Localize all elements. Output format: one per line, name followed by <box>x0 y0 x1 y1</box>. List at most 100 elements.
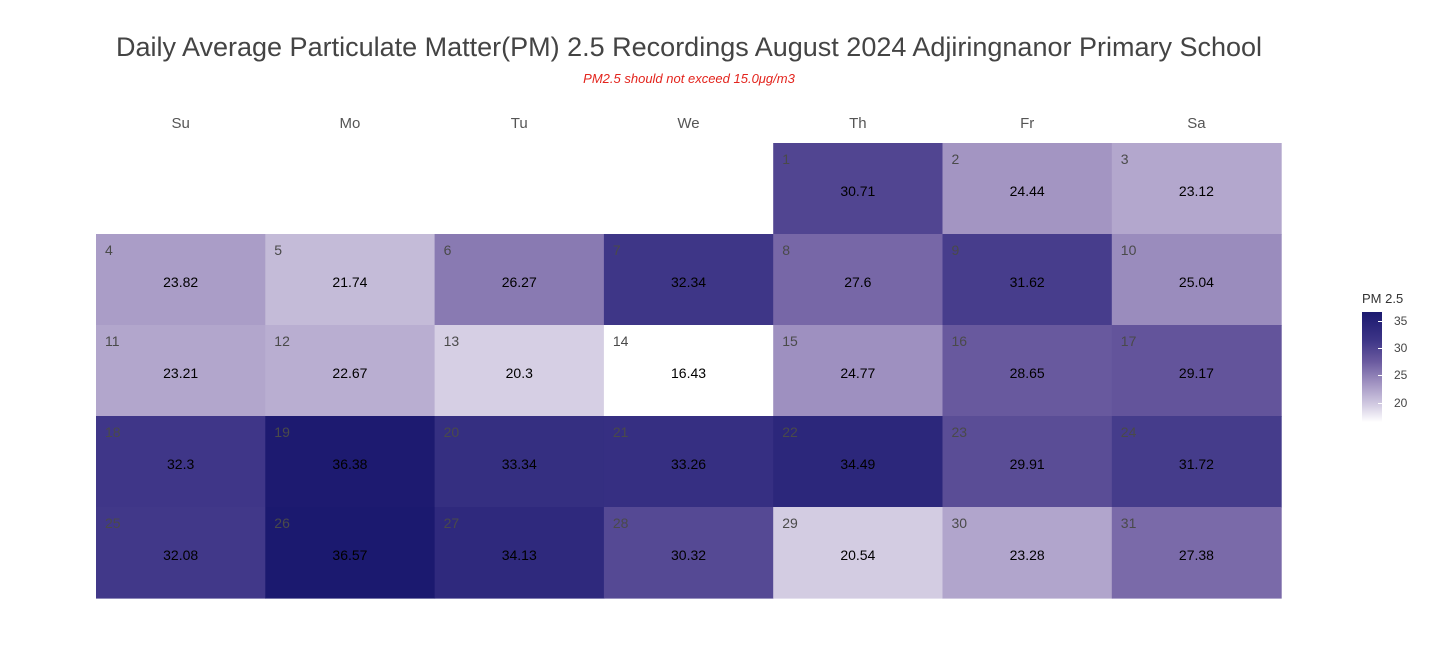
day-number-label: 30 <box>952 515 968 531</box>
day-value-label: 20.54 <box>840 547 875 563</box>
day-number-label: 22 <box>782 424 798 440</box>
day-value-label: 24.44 <box>1010 183 1045 199</box>
day-number-label: 12 <box>274 333 290 349</box>
day-value-label: 36.38 <box>332 456 367 472</box>
day-number-label: 23 <box>952 424 968 440</box>
legend-tick-label: 20 <box>1394 395 1408 410</box>
day-cell <box>434 416 605 508</box>
day-cell <box>773 143 944 235</box>
day-number-label: 5 <box>274 242 282 258</box>
day-cell <box>773 507 944 599</box>
day-number-label: 16 <box>952 333 968 349</box>
day-value-label: 30.32 <box>671 547 706 563</box>
day-number-label: 29 <box>782 515 798 531</box>
day-number-label: 20 <box>444 424 460 440</box>
day-cell <box>603 416 774 508</box>
day-value-label: 16.43 <box>671 365 706 381</box>
weekday-header: We <box>677 115 699 132</box>
day-value-label: 24.77 <box>840 365 875 381</box>
day-number-label: 19 <box>274 424 290 440</box>
day-value-label: 36.57 <box>332 547 367 563</box>
day-number-label: 21 <box>613 424 629 440</box>
weekday-header: Tu <box>511 115 528 132</box>
legend-tick-mark <box>1378 347 1382 349</box>
legend-tick-label: 30 <box>1394 340 1408 355</box>
day-value-label: 25.04 <box>1179 274 1214 290</box>
day-value-label: 27.38 <box>1179 547 1214 563</box>
day-value-label: 21.74 <box>332 274 367 290</box>
day-value-label: 31.62 <box>1010 274 1045 290</box>
day-number-label: 8 <box>782 242 790 258</box>
day-cell <box>265 507 436 599</box>
day-number-label: 15 <box>782 333 798 349</box>
weekday-header: Su <box>171 115 189 132</box>
chart-subtitle: PM2.5 should not exceed 15.0μg/m3 <box>583 71 795 86</box>
weekday-header: Sa <box>1187 115 1206 132</box>
day-value-label: 23.28 <box>1010 547 1045 563</box>
day-cell <box>96 325 266 417</box>
day-number-label: 27 <box>444 515 460 531</box>
day-cell <box>434 234 605 326</box>
day-cell <box>942 416 1113 508</box>
legend-colorbar <box>1362 312 1382 422</box>
weekday-header: Fr <box>1020 115 1034 132</box>
day-value-label: 26.27 <box>502 274 537 290</box>
day-number-label: 24 <box>1121 424 1137 440</box>
weekday-header: Mo <box>340 115 361 132</box>
day-value-label: 22.67 <box>332 365 367 381</box>
day-value-label: 28.65 <box>1010 365 1045 381</box>
day-cell <box>1111 507 1282 599</box>
day-cell <box>773 325 944 417</box>
day-number-label: 1 <box>782 151 790 167</box>
day-value-label: 32.34 <box>671 274 706 290</box>
day-value-label: 23.12 <box>1179 183 1214 199</box>
day-number-label: 31 <box>1121 515 1137 531</box>
day-number-label: 10 <box>1121 242 1137 258</box>
day-number-label: 7 <box>613 242 621 258</box>
day-cell <box>96 234 266 326</box>
legend-tick-label: 25 <box>1394 368 1408 383</box>
day-cell <box>1111 143 1282 235</box>
legend-tick-label: 35 <box>1394 313 1408 328</box>
day-cell <box>1111 234 1282 326</box>
day-cell <box>603 507 774 599</box>
day-cell <box>1111 325 1282 417</box>
day-value-label: 34.49 <box>840 456 875 472</box>
chart-title: Daily Average Particulate Matter(PM) 2.5… <box>115 32 1263 62</box>
day-number-label: 18 <box>105 424 121 440</box>
day-value-label: 20.3 <box>506 365 533 381</box>
legend-tick-mark <box>1378 320 1382 322</box>
day-cell <box>942 143 1113 235</box>
day-number-label: 26 <box>274 515 290 531</box>
day-number-label: 14 <box>613 333 629 349</box>
day-number-label: 17 <box>1121 333 1137 349</box>
day-cell <box>434 507 605 599</box>
day-number-label: 13 <box>444 333 460 349</box>
day-cell <box>1111 416 1282 508</box>
day-cell <box>773 234 944 326</box>
day-cell <box>96 416 266 508</box>
day-value-label: 32.3 <box>167 456 194 472</box>
day-number-label: 3 <box>1121 151 1129 167</box>
day-number-label: 11 <box>105 333 120 349</box>
day-value-label: 29.17 <box>1179 365 1214 381</box>
day-number-label: 4 <box>105 242 113 258</box>
day-number-label: 28 <box>613 515 629 531</box>
day-value-label: 31.72 <box>1179 456 1214 472</box>
day-cell <box>942 234 1113 326</box>
day-cell <box>265 234 436 326</box>
weekday-header: Th <box>849 115 867 132</box>
day-number-label: 6 <box>444 242 452 258</box>
day-cell <box>603 325 774 417</box>
legend-tick-mark <box>1378 375 1382 377</box>
day-value-label: 34.13 <box>502 547 537 563</box>
day-cell <box>434 325 605 417</box>
day-number-label: 2 <box>952 151 960 167</box>
day-value-label: 23.82 <box>163 274 198 290</box>
legend-tick-mark <box>1378 402 1382 404</box>
day-value-label: 23.21 <box>163 365 198 381</box>
day-cell <box>773 416 944 508</box>
day-value-label: 33.34 <box>502 456 537 472</box>
day-cell <box>265 325 436 417</box>
